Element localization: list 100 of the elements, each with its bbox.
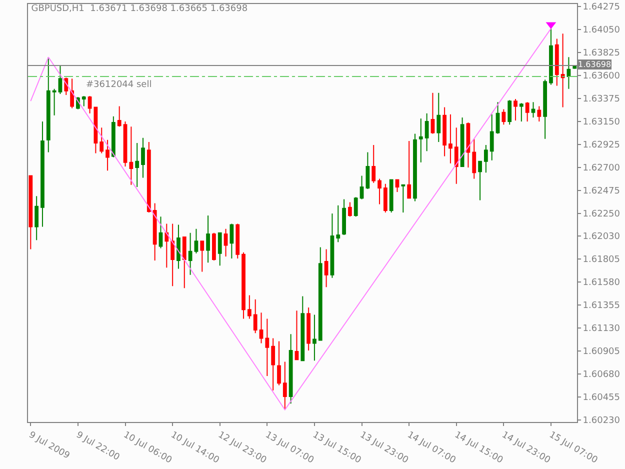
candlestick [436, 92, 441, 142]
candlestick [271, 338, 276, 391]
candlestick [58, 64, 62, 94]
candlestick [152, 202, 157, 262]
y-tick-label: 1.60230 [582, 416, 620, 426]
candlestick [200, 240, 204, 272]
candlestick [448, 114, 452, 164]
candlestick [265, 318, 270, 377]
candlestick [478, 160, 482, 201]
candlestick [230, 223, 234, 259]
candlestick [560, 33, 565, 108]
y-tick-label: 1.60455 [582, 393, 620, 404]
candlestick [158, 216, 163, 249]
candlestick [146, 141, 151, 213]
candlestick [543, 79, 548, 140]
candlestick [277, 340, 281, 386]
candlestick [52, 88, 56, 116]
candlestick [40, 121, 44, 228]
candlestick [236, 223, 240, 259]
candlestick [372, 144, 376, 184]
ref-line-label: 1.63698 [578, 60, 612, 69]
candlestick [318, 246, 322, 341]
candlestick [484, 144, 488, 174]
chart-title: GBPUSD,H1 1.63671 1.63698 1.63665 1.63698 [31, 4, 248, 14]
y-tick-label: 1.61130 [582, 324, 620, 334]
candlestick [312, 314, 316, 362]
candlestick [106, 139, 110, 172]
candlestick [330, 213, 334, 278]
candlestick [300, 296, 305, 362]
candlestick [454, 127, 458, 184]
candlestick [123, 121, 128, 167]
y-tick-label: 1.60905 [582, 347, 620, 358]
candlestick [366, 152, 370, 190]
candlestick [288, 334, 293, 404]
candlestick [28, 175, 33, 250]
candlestick [170, 223, 175, 287]
candlestick [466, 122, 470, 168]
candlestick [514, 98, 518, 122]
candlestick [182, 236, 186, 289]
candlestick [413, 133, 417, 202]
candlestick [336, 204, 340, 243]
candlestick [549, 28, 553, 86]
candlestick [508, 100, 512, 126]
y-tick-label: 1.61355 [582, 301, 620, 312]
candlestick [100, 127, 104, 154]
candlestick [294, 310, 299, 360]
candlestick [141, 137, 145, 178]
candlestick [46, 56, 50, 153]
y-tick-label: 1.63375 [582, 94, 620, 105]
candlestick [496, 102, 500, 134]
candlestick [218, 232, 222, 266]
y-tick-label: 1.64275 [582, 2, 620, 13]
candlestick [519, 102, 524, 122]
candlestick [253, 298, 258, 334]
candlestick [176, 224, 180, 270]
candlestick [324, 248, 328, 288]
y-tick-label: 1.62475 [582, 186, 620, 197]
candlestick [360, 175, 364, 200]
y-tick-label: 1.63825 [582, 48, 620, 59]
candlestick [212, 232, 216, 262]
candlestick [354, 196, 358, 218]
candlestick [88, 95, 92, 114]
y-tick-label: 1.63150 [582, 118, 620, 128]
candlestick [82, 95, 86, 107]
candlestick [34, 196, 39, 241]
candlestick [395, 179, 400, 193]
candlestick [129, 126, 134, 186]
candlestick [194, 228, 198, 254]
candlestick [224, 228, 228, 257]
candlestick [188, 232, 192, 276]
candlestick [418, 118, 423, 163]
y-tick-label: 1.64050 [582, 26, 620, 36]
candlestick [554, 38, 559, 86]
y-tick-label: 1.63600 [582, 72, 620, 82]
candlestick [442, 106, 446, 157]
y-tick-label: 1.62030 [582, 232, 620, 242]
candlestick [502, 108, 506, 126]
candlestick [111, 116, 116, 158]
y-tick-label: 1.62700 [582, 164, 620, 174]
candlestick [383, 183, 388, 213]
candlestick [531, 102, 536, 118]
candlestick [206, 215, 210, 264]
y-tick-label: 1.61805 [582, 255, 620, 266]
candlestick [247, 294, 252, 320]
candlestick [472, 138, 476, 180]
candlestick [401, 184, 406, 213]
candlestick [242, 252, 246, 320]
candlestick [135, 142, 140, 188]
candlestick [490, 114, 494, 161]
candlestick [282, 361, 287, 410]
candlestick [407, 140, 412, 199]
x-tick-label: 9 Jul 2009 [26, 430, 72, 462]
candlestick [537, 106, 542, 122]
candlestick [348, 202, 352, 218]
y-tick-label: 1.60680 [582, 370, 620, 380]
candlestick [424, 112, 429, 152]
candlestick [117, 106, 122, 128]
candlestick [430, 92, 435, 134]
candlestick [378, 178, 382, 205]
y-tick-label: 1.62250 [582, 210, 620, 220]
